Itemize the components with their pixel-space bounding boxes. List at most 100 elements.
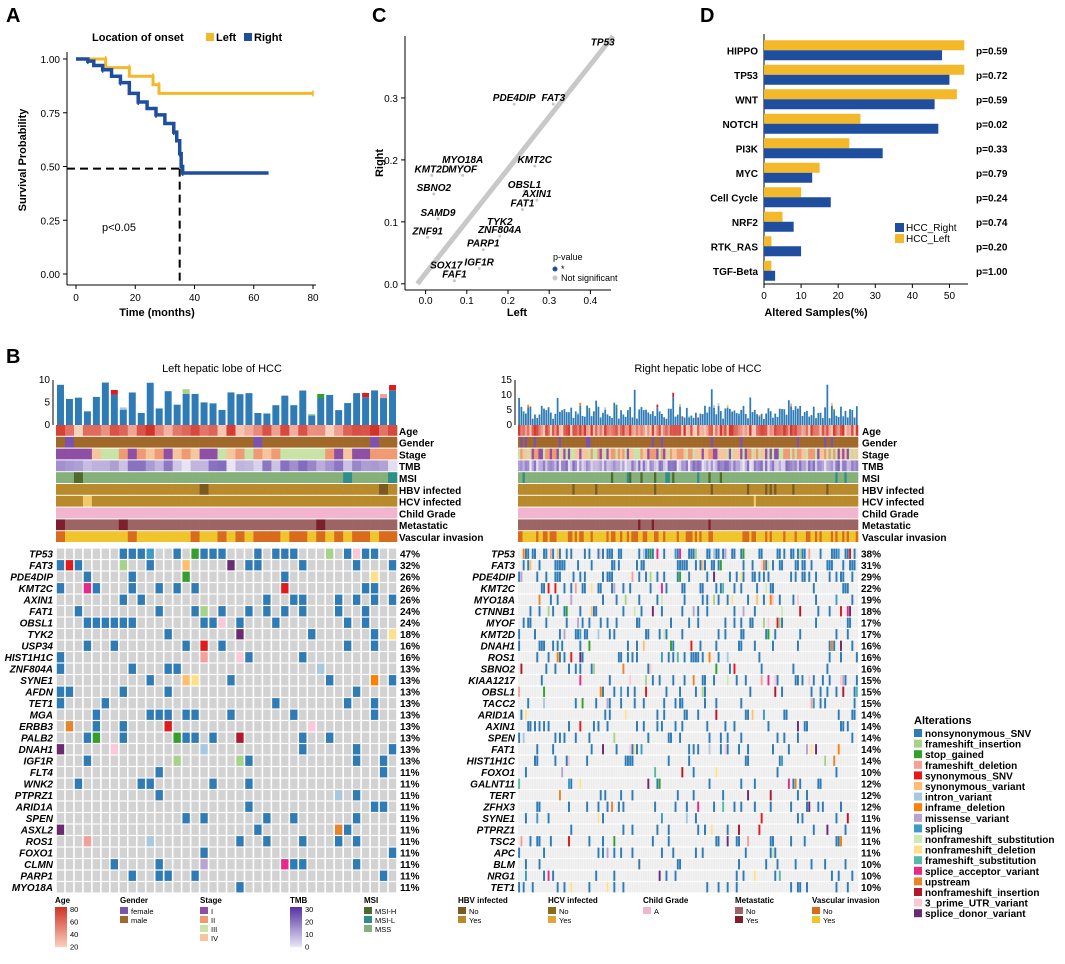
right-track-tmb-cell — [856, 460, 859, 471]
right-oncoprint-cell — [636, 595, 638, 605]
right-track-stage-cell — [547, 449, 550, 460]
right-track-gender-cell — [543, 437, 546, 448]
right-oncoprint-cell — [840, 629, 842, 639]
right-track-vasc-cell — [570, 531, 573, 542]
right-oncoprint-cell — [797, 572, 799, 582]
right-tmb-bar — [663, 417, 665, 425]
right-track-hbv-cell — [813, 484, 816, 495]
panel-c-scatter: Right Left p-value * Not significant 0.0… — [374, 36, 618, 319]
right-oncoprint-cell — [561, 641, 563, 651]
left-oncoprint-cell — [299, 595, 306, 605]
right-oncoprint-cell — [539, 629, 541, 639]
right-oncoprint-cell — [525, 618, 527, 628]
right-track-met-cell — [785, 519, 788, 530]
left-tmb-bar — [165, 391, 172, 425]
right-oncoprint-cell — [783, 560, 785, 570]
right-track-vasc-cell — [668, 531, 671, 542]
left-tmb-bar-segment — [380, 394, 387, 398]
right-track-hbv-cell — [720, 484, 723, 495]
left-gene-pct: 11% — [400, 826, 420, 837]
left-oncoprint-cell — [353, 813, 360, 823]
right-track-met-cell — [842, 519, 845, 530]
right-oncoprint-cell — [752, 652, 754, 662]
right-track-msi-cell — [711, 472, 714, 483]
left-track-met-cell — [65, 519, 74, 530]
right-track-hbv-cell — [819, 484, 822, 495]
right-track-age-cell — [747, 425, 750, 436]
left-track-hbv-cell — [209, 484, 218, 495]
left-track-age-cell — [298, 425, 307, 436]
left-oncoprint-cell — [182, 882, 189, 892]
right-oncoprint-cell — [695, 606, 697, 616]
left-track-stage-cell — [56, 449, 65, 460]
right-oncoprint-cell — [656, 606, 658, 616]
left-oncoprint-cell — [236, 882, 243, 892]
right-track-msi-cell — [810, 472, 813, 483]
pathway-xtick-label: 0 — [761, 291, 767, 302]
right-oncoprint-cell — [607, 641, 609, 651]
left-oncoprint-cell — [93, 698, 100, 708]
left-oncoprint-cell — [182, 744, 189, 754]
right-track-stage-cell — [788, 449, 791, 460]
right-track-hcv-cell — [606, 496, 609, 507]
left-oncoprint-cell — [335, 572, 342, 582]
left-oncoprint-cell — [245, 664, 252, 674]
right-oncoprint-cell — [743, 583, 745, 593]
right-oncoprint-cell — [566, 595, 568, 605]
right-track-vasc-cell — [534, 531, 537, 542]
right-oncoprint-cell — [518, 652, 520, 662]
left-gene-pct: 11% — [400, 837, 420, 848]
right-oncoprint-cell — [563, 618, 565, 628]
right-track-hcv-cell — [681, 496, 684, 507]
right-track-gender-cell — [799, 437, 802, 448]
right-track-gender-cell — [815, 437, 818, 448]
right-oncoprint-cell — [724, 618, 726, 628]
left-tmb-bar — [254, 413, 261, 425]
right-track-vasc-cell — [840, 531, 843, 542]
right-oncoprint-cell — [811, 583, 813, 593]
right-oncoprint-cell — [602, 583, 604, 593]
right-track-met-cell — [749, 519, 752, 530]
right-oncoprint-cell — [656, 560, 658, 570]
right-track-age-cell — [717, 425, 720, 436]
right-tmb-bar — [641, 407, 643, 425]
left-oncoprint-cell — [308, 664, 315, 674]
right-track-hcv-cell — [611, 496, 614, 507]
right-oncoprint-cell — [652, 606, 654, 616]
scatter-gene-label: TP53 — [591, 37, 615, 48]
left-oncoprint-cell — [290, 813, 297, 823]
right-oncoprint-cell — [709, 595, 711, 605]
right-track-stage-cell — [711, 449, 714, 460]
left-track-msi-cell — [101, 472, 110, 483]
left-oncoprint-cell — [156, 583, 163, 593]
left-track-hbv-cell — [65, 484, 74, 495]
left-track-msi-cell — [92, 472, 101, 483]
left-track-msi-cell — [307, 472, 316, 483]
right-oncoprint-cell — [845, 572, 847, 582]
right-oncoprint-cell — [813, 641, 815, 651]
left-oncoprint-cell — [371, 698, 378, 708]
right-track-vasc-cell — [602, 531, 605, 542]
left-oncoprint-cell — [353, 767, 360, 777]
pathway-label-pi3k: PI3K — [736, 144, 759, 155]
right-oncoprint-cell — [745, 606, 747, 616]
left-oncoprint-cell — [120, 721, 127, 731]
right-track-stage-cell — [572, 449, 575, 460]
right-track-msi-cell — [785, 472, 788, 483]
right-oncoprint-cell — [539, 618, 541, 628]
right-oncoprint-cell — [847, 560, 849, 570]
right-oncoprint-cell — [582, 560, 584, 570]
left-oncoprint-cell — [218, 836, 225, 846]
right-track-child-cell — [561, 508, 564, 519]
left-oncoprint-cell — [344, 779, 351, 789]
right-track-msi-cell — [523, 472, 526, 483]
right-oncoprint-cell — [607, 560, 609, 570]
right-oncoprint-cell — [795, 549, 797, 559]
right-track-child-cell — [593, 508, 596, 519]
left-oncoprint-cell — [57, 779, 64, 789]
right-oncoprint-cell — [654, 549, 656, 559]
right-track-gender-cell — [785, 437, 788, 448]
right-track-gender-cell — [751, 437, 754, 448]
left-track-tmb-cell — [271, 460, 280, 471]
